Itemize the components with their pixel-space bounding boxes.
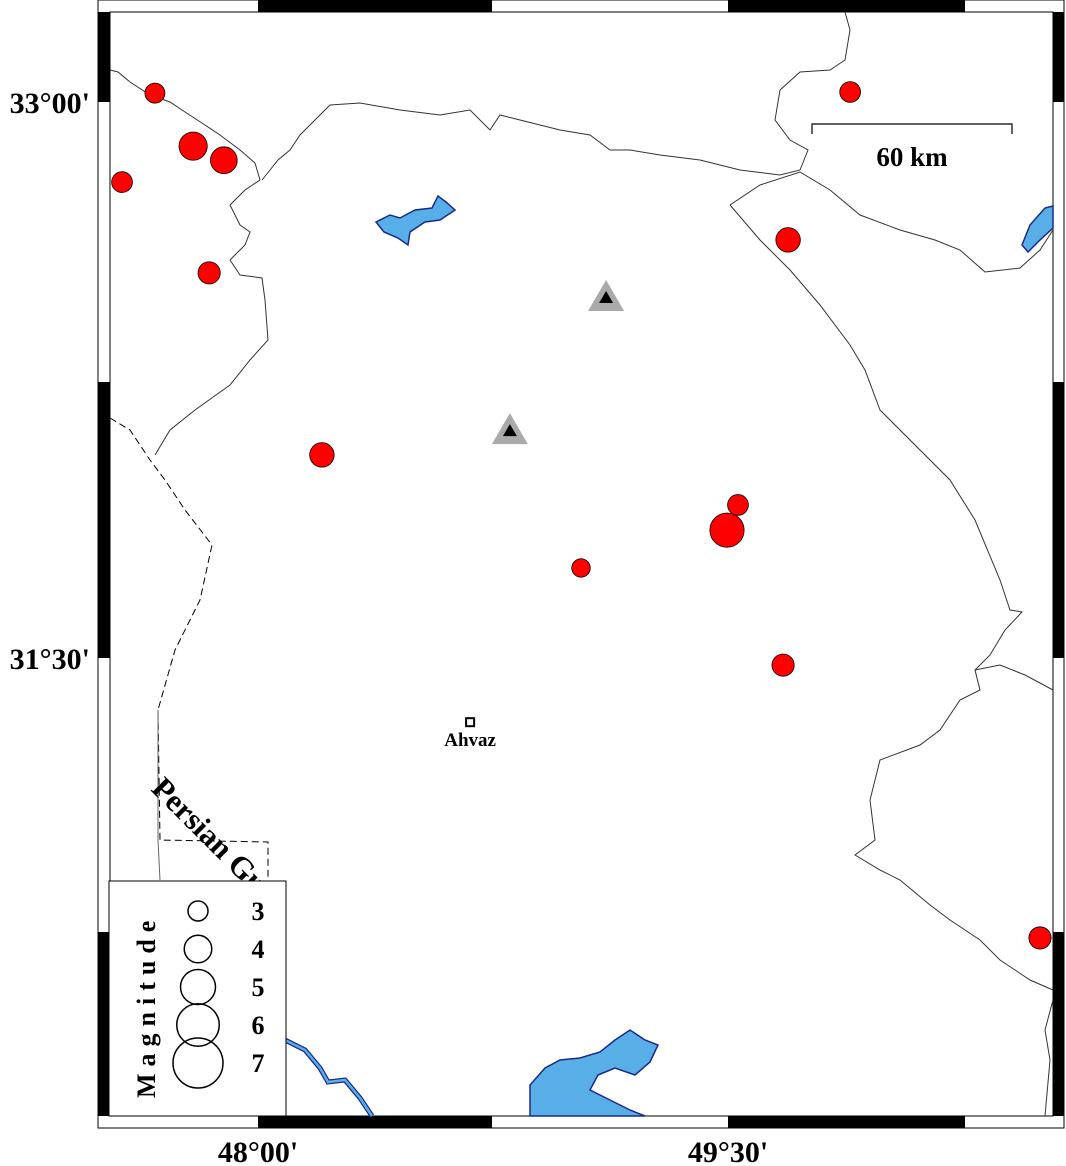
legend-circle	[183, 934, 213, 964]
seismic-stations	[491, 279, 625, 445]
earthquake-marker	[111, 171, 133, 193]
city-marker	[465, 717, 476, 728]
scale-bar: 60 km	[811, 123, 1013, 172]
lon-label-48: 48°00'	[218, 1136, 298, 1166]
station-marker	[491, 413, 528, 445]
city-ahvaz: Ahvaz	[444, 717, 497, 751]
station-inner-triangle-icon	[599, 290, 614, 303]
reservoir-lake	[374, 194, 457, 247]
scale-bar-label: 60 km	[876, 142, 948, 172]
earthquake-marker	[178, 131, 208, 161]
earthquake-marker	[210, 146, 238, 174]
city-label: Ahvaz	[444, 730, 496, 751]
earthquake-marker	[839, 81, 861, 103]
legend-circle	[172, 1037, 224, 1089]
axis-labels: 33°00' 31°30' 48°00' 49°30'	[10, 87, 769, 1166]
legend-circle	[187, 900, 209, 922]
international-border	[109, 417, 269, 880]
legend-label: 7	[252, 1049, 265, 1078]
marshland	[529, 1029, 660, 1117]
earthquake-marker	[309, 442, 335, 468]
legend-label: 4	[252, 935, 265, 964]
lat-label-33: 33°00'	[10, 87, 90, 120]
legend-label: 3	[252, 897, 265, 926]
earthquake-marker	[197, 261, 221, 285]
earthquake-marker	[709, 512, 745, 548]
lat-label-31-30: 31°30'	[10, 643, 90, 676]
station-inner-triangle-icon	[502, 424, 517, 437]
water-bodies	[283, 194, 1054, 1118]
earthquake-marker	[727, 494, 749, 516]
legend-circle	[176, 1003, 220, 1047]
earthquake-events	[111, 81, 1052, 950]
northeast-lake	[1021, 205, 1054, 254]
magnitude-legend: Magnitude 3 4 5 6 7	[108, 880, 287, 1117]
legend-label: 6	[252, 1011, 265, 1040]
earthquake-marker	[1028, 926, 1052, 950]
legend-label: 5	[252, 973, 265, 1002]
coastline	[157, 710, 161, 881]
legend-title: Magnitude	[132, 914, 161, 1098]
earthquake-marker	[144, 82, 166, 104]
province-boundaries	[109, 11, 1054, 1117]
earthquake-marker	[771, 653, 795, 677]
station-marker	[588, 279, 625, 311]
earthquake-marker	[775, 227, 801, 253]
lon-label-49-30: 49°30'	[688, 1136, 768, 1166]
earthquake-marker	[571, 558, 591, 578]
